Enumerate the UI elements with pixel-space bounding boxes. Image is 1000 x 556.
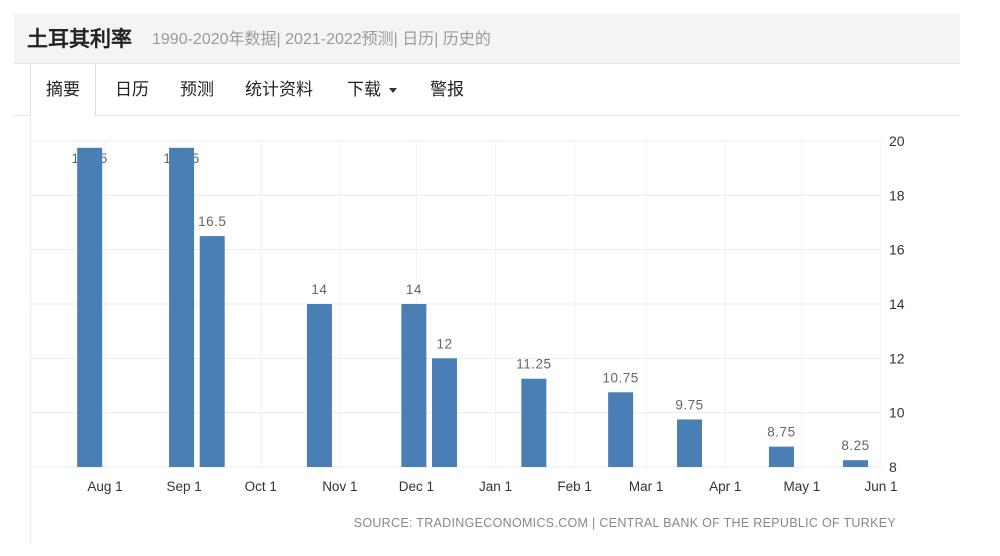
tab-label: 警报 [430,80,464,99]
bar [432,358,457,467]
x-tick-label: Mar 1 [629,479,664,494]
subtitle-separator: | [393,31,403,48]
subtitle-link-forecast[interactable]: 2021-2022预测 [285,31,394,48]
subtitle-links: 1990-2020年数据| 2021-2022预测| 日历| 历史的 [152,29,491,51]
bar [306,304,332,467]
x-tick-label: Aug 1 [87,479,122,494]
y-tick-label: 12 [889,350,905,366]
bar [199,236,225,467]
bar-value-label: 12 [436,336,452,351]
x-tick-label: Apr 1 [709,479,741,494]
tab-label: 日历 [115,80,149,99]
bar-value-label: 14 [311,282,327,297]
bar-value-label: 11.25 [516,357,551,372]
x-tick-label: Jan 1 [479,479,512,494]
bar-value-label: 16.5 [198,214,226,229]
bar [169,147,195,467]
page-title: 土耳其利率 [27,28,132,51]
tab-label: 下载 [347,80,381,99]
bar-value-label: 14 [406,282,422,297]
x-tick-label: Dec 1 [399,479,434,494]
x-tick-label: Feb 1 [557,479,592,494]
y-tick-label: 8 [889,459,897,475]
page-header: 土耳其利率 1990-2020年数据| 2021-2022预测| 日历| 历史的 [14,14,960,63]
bar-value-label: 9.75 [675,397,703,412]
tab-download[interactable]: 下载 [347,64,397,115]
subtitle-link-historical[interactable]: 历史的 [442,31,491,48]
chart-source[interactable]: SOURCE: TRADINGECONOMICS.COM | CENTRAL B… [353,516,896,530]
bar-value-label: 10.75 [602,370,638,385]
x-tick-label: Jun 1 [864,479,897,494]
bar [77,147,103,467]
y-tick-label: 14 [889,296,905,312]
bar [842,460,868,467]
bar [768,446,794,467]
x-tick-label: Nov 1 [322,479,357,494]
interest-rate-chart: 20 18 16 14 12 10 8 Aug 1 Sep 1 Oct 1 Nov 1 Dec 1 Ja… [30,133,905,494]
tab-summary[interactable]: 摘要 [30,64,96,116]
tab-calendar[interactable]: 日历 [115,64,149,115]
tab-statistics[interactable]: 统计资料 [245,64,313,115]
y-tick-label: 20 [889,133,905,149]
x-tick-label: May 1 [783,479,820,494]
bar-value-label: 8.25 [841,438,869,453]
tab-label: 预测 [180,80,214,99]
chart-container [30,115,961,545]
subtitle-separator: | [434,31,443,48]
subtitle-separator: | [276,31,286,48]
tab-label: 摘要 [46,80,80,99]
y-tick-label: 16 [889,242,905,258]
caret-down-icon [389,88,397,94]
tab-alerts[interactable]: 警报 [430,64,464,115]
bar [521,378,547,467]
subtitle-link-calendar[interactable]: 日历 [402,31,435,48]
tab-label: 统计资料 [245,80,313,99]
subtitle-link-data[interactable]: 1990-2020年数据 [152,31,277,48]
bar [608,392,634,467]
bar [401,304,427,467]
tab-bar: 摘要 日历 预测 统计资料 下载 警报 [14,63,960,116]
x-tick-label: Oct 1 [245,479,277,494]
tab-forecast[interactable]: 预测 [180,64,214,115]
y-tick-label: 10 [889,405,905,421]
bar [677,419,703,467]
y-tick-label: 18 [889,187,905,203]
bar-value-label: 8.75 [767,425,795,440]
x-tick-label: Sep 1 [166,479,201,494]
